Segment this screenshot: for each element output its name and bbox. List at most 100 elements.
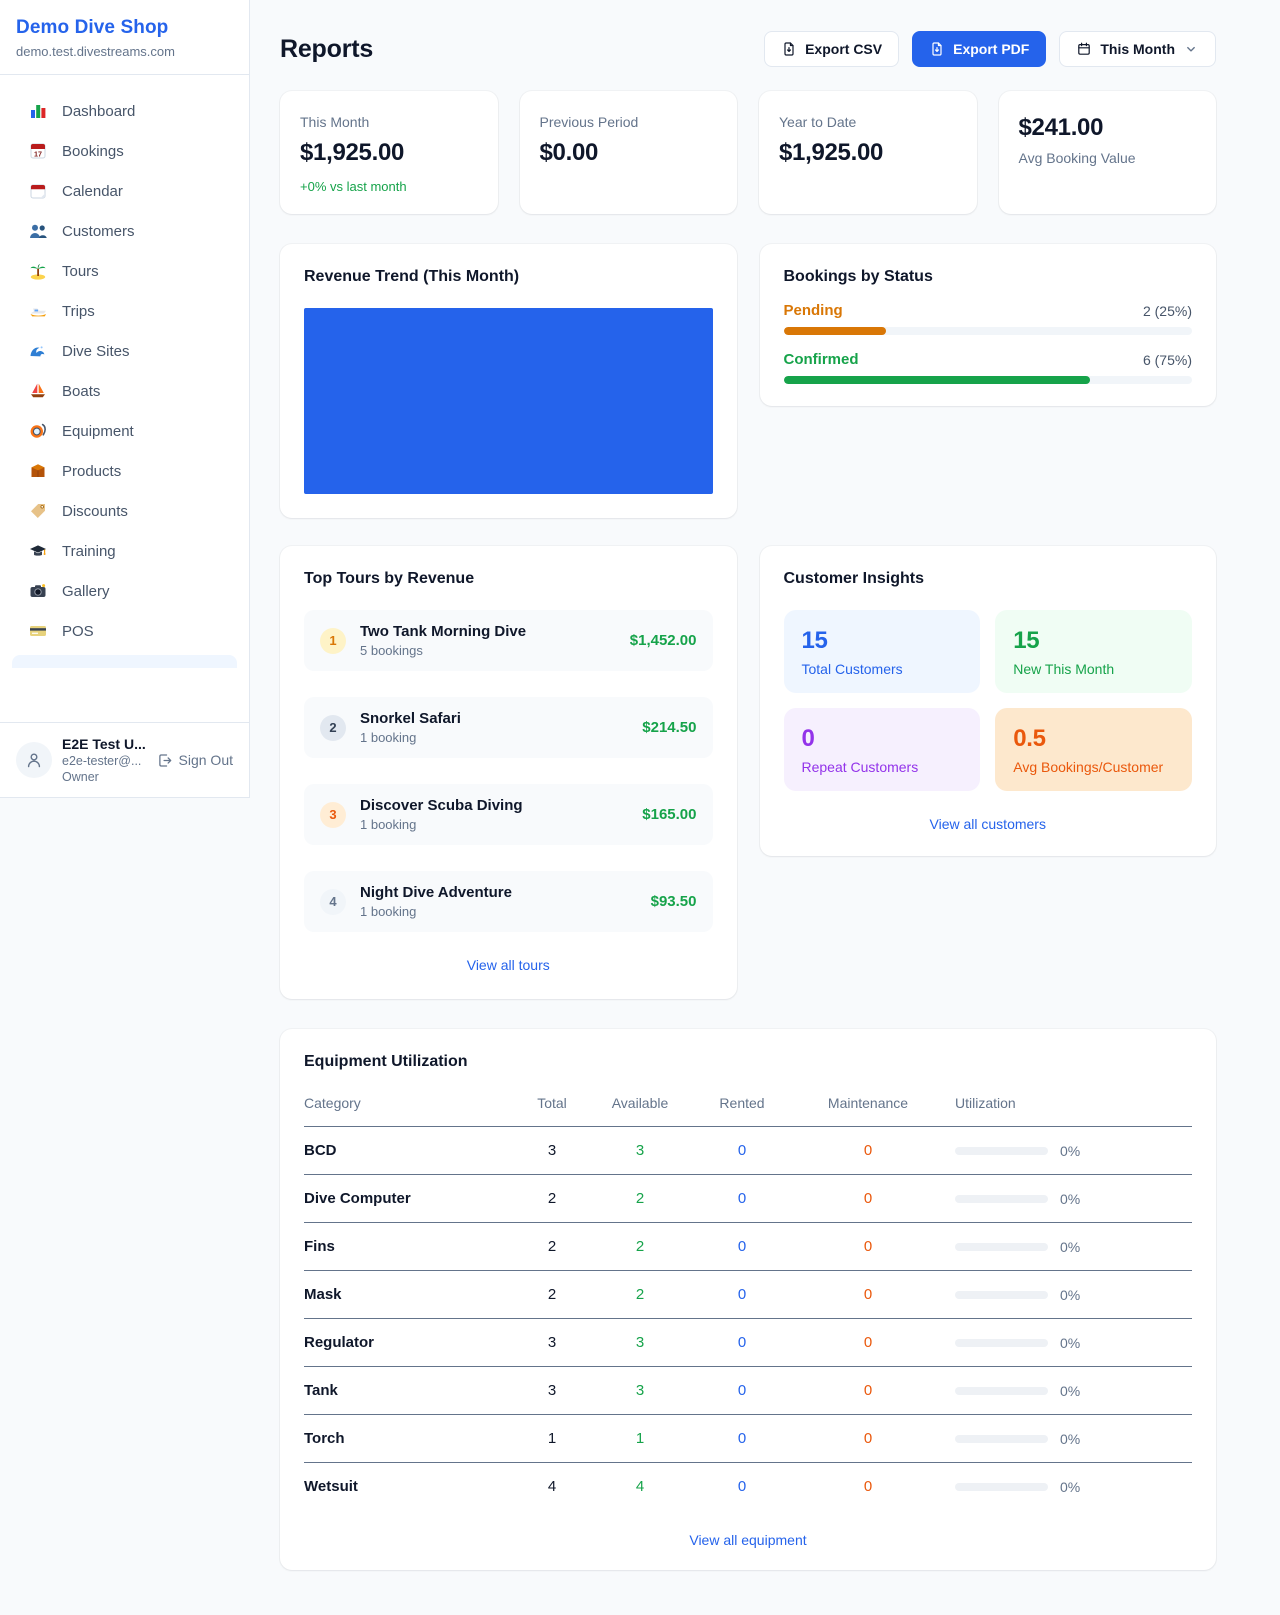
stat-value: $0.00 [539,139,599,166]
view-all-customers-link[interactable]: View all customers [929,816,1046,832]
insight-label: Repeat Customers [801,759,919,775]
available-cell: 2 [635,1238,645,1255]
table-row-fins: Fins 2 2 0 0 0% [304,1223,1192,1271]
utilization-bar [955,1386,1048,1395]
table-row-bcd: BCD 3 3 0 0 0% [304,1127,1192,1175]
view-all-equipment-link[interactable]: View all equipment [689,1532,807,1548]
category-cell: Mask [304,1286,342,1303]
total-cell: 3 [547,1382,557,1399]
period-dropdown[interactable]: This Month [1059,31,1216,67]
utilization-percent: 0% [1060,1142,1081,1159]
column-header-total: Total [537,1095,567,1111]
rank-badge: 4 [320,888,346,915]
equipment-utilization-card: Equipment Utilization Category Total Avail… [280,1029,1216,1570]
status-progress-track [783,376,1192,384]
table-row-regulator: Regulator 3 3 0 0 0% [304,1319,1192,1367]
tour-revenue: $93.50 [650,893,697,910]
export-pdf-button[interactable]: Export PDF [912,31,1047,67]
insight-value: 15 [1013,627,1040,654]
shop-subdomain: demo.test.divestreams.com [16,44,175,59]
maintenance-cell: 0 [863,1382,873,1399]
sidebar-item-equipment[interactable]: Equipment [12,411,237,451]
wave-icon [28,341,48,361]
sidebar-nav: Dashboard 17 Bookings Calendar Customers Tour… [0,75,249,651]
rented-cell: 0 [737,1286,747,1303]
sidebar-item-dive-sites[interactable]: Dive Sites [12,331,237,371]
utilization-cell: 0% [932,1431,1192,1447]
sidebar-item-bookings[interactable]: 17 Bookings [12,131,237,171]
page-title: Reports [280,34,374,63]
sidebar-item-gallery[interactable]: Gallery [12,571,237,611]
sailboat-icon [28,381,48,401]
sign-out-button[interactable]: Sign Out [156,752,233,769]
top-tours-card: Top Tours by Revenue 1 Two Tank Morning D… [280,546,737,999]
utilization-cell: 0% [932,1287,1192,1303]
column-header-category: Category [304,1095,361,1111]
total-cell: 1 [547,1430,557,1447]
insight-tile-new-this-month: 15 New This Month [995,610,1192,693]
table-row-wetsuit: Wetsuit 4 4 0 0 0% [304,1463,1192,1510]
utilization-cell: 0% [932,1335,1192,1351]
sidebar-user-footer: E2E Test U... e2e-tester@... Owner Sign … [0,722,249,797]
category-cell: Wetsuit [304,1478,358,1495]
stat-label: Year to Date [779,114,857,130]
utilization-bar [955,1242,1048,1251]
tour-revenue: $1,452.00 [629,632,697,649]
stat-card-previous-period: Previous Period $0.00 [519,91,737,214]
avatar [16,742,52,778]
sidebar-item-label: POS [62,622,94,640]
insight-tile-total-customers: 15 Total Customers [783,610,981,693]
utilization-percent: 0% [1060,1430,1081,1447]
sidebar-item-discounts[interactable]: Discounts [12,491,237,531]
utilization-percent: 0% [1060,1334,1081,1351]
available-cell: 1 [635,1430,645,1447]
rank-badge: 3 [320,801,346,828]
sidebar-item-training[interactable]: Training [12,531,237,571]
revenue-trend-card: Revenue Trend (This Month) [280,244,737,518]
stat-delta: +0% vs last month [300,179,407,194]
tag-icon [28,501,48,521]
table-row-torch: Torch 1 1 0 0 0% [304,1415,1192,1463]
available-cell: 4 [635,1478,645,1495]
column-header-maintenance: Maintenance [827,1095,909,1111]
tour-bookings: 1 booking [360,730,417,745]
bookings-status-title: Bookings by Status [783,268,933,285]
sidebar-item-products[interactable]: Products [12,451,237,491]
utilization-bar [955,1434,1048,1443]
box-icon [28,461,48,481]
utilization-percent: 0% [1060,1286,1081,1303]
sidebar-item-active-partial[interactable] [12,655,237,668]
rank-badge: 1 [320,627,346,654]
total-cell: 2 [547,1238,557,1255]
sidebar-item-trips[interactable]: Trips [12,291,237,331]
user-name: E2E Test U... [62,736,146,752]
insight-tile-repeat-customers: 0 Repeat Customers [783,708,981,791]
utilization-bar [955,1482,1048,1491]
user-email: e2e-tester@... [62,754,142,768]
export-csv-button[interactable]: Export CSV [764,31,900,67]
tour-item-night-dive-adventure: 4 Night Dive Adventure 1 booking $93.50 [304,871,713,932]
sidebar-item-label: Products [62,462,122,480]
rented-cell: 0 [737,1142,747,1159]
view-all-tours-link[interactable]: View all tours [466,957,550,973]
total-cell: 3 [547,1142,557,1159]
insight-tile-avg-bookings-customer: 0.5 Avg Bookings/Customer [995,708,1192,791]
stat-label: Previous Period [539,114,639,130]
sidebar-item-label: Gallery [62,582,110,600]
stats-row: This Month $1,925.00 +0% vs last month Prev… [280,91,1216,214]
status-progress-track [783,327,1192,335]
sidebar-item-calendar[interactable]: Calendar [12,171,237,211]
maintenance-cell: 0 [863,1334,873,1351]
stat-card-year-to-date: Year to Date $1,925.00 [759,91,977,214]
category-cell: Tank [304,1382,338,1399]
sidebar-item-tours[interactable]: Tours [12,251,237,291]
insight-label: New This Month [1013,661,1115,677]
sidebar-item-boats[interactable]: Boats [12,371,237,411]
sidebar-item-customers[interactable]: Customers [12,211,237,251]
sidebar-item-pos[interactable]: POS [12,611,237,651]
export-csv-label: Export CSV [805,41,883,57]
rented-cell: 0 [737,1238,747,1255]
tour-bookings: 1 booking [360,817,417,832]
sidebar-item-dashboard[interactable]: Dashboard [12,91,237,131]
total-cell: 4 [547,1478,557,1495]
